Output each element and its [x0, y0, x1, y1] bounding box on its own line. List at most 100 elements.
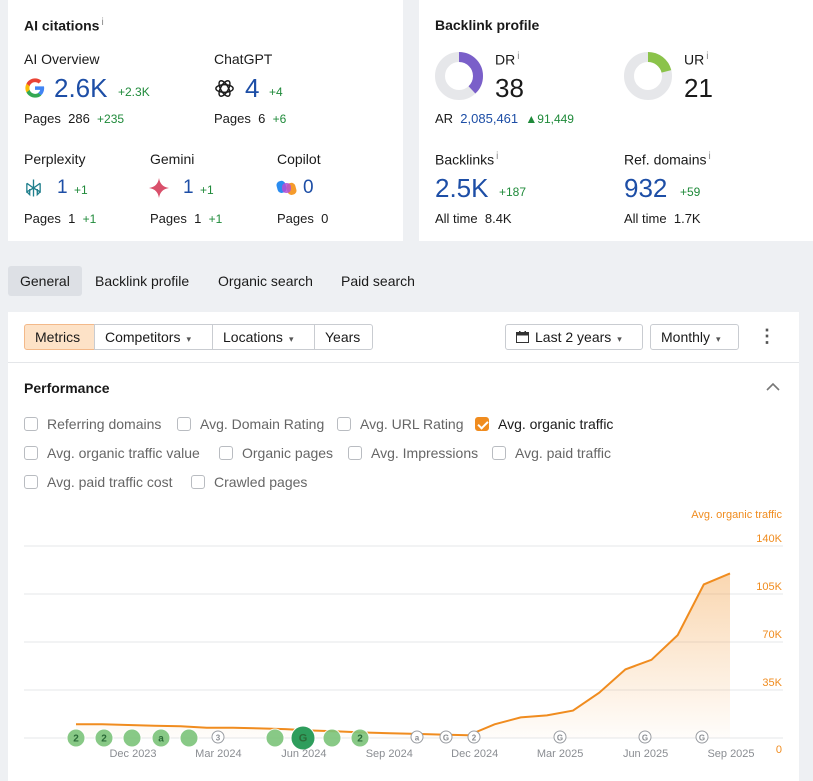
event-marker[interactable]: G	[290, 725, 316, 751]
ai-overview-label: AI Overview	[24, 51, 100, 67]
event-marker-label: a	[158, 734, 164, 745]
performance-title: Performance	[24, 380, 110, 396]
ref-domains-value[interactable]: 932	[624, 173, 668, 203]
x-tick-label: Mar 2024	[195, 748, 241, 760]
chatgpt-value[interactable]: 4	[245, 73, 260, 103]
event-marker[interactable]: a	[410, 730, 424, 744]
event-marker[interactable]	[179, 728, 199, 748]
chatgpt-label: ChatGPT	[214, 51, 273, 67]
tab-organic-search[interactable]: Organic search	[218, 273, 313, 289]
checkbox-avg-impressions[interactable]: Avg. Impressions	[348, 445, 478, 461]
ar-row: AR 2,085,461 ▲91,449	[435, 111, 574, 126]
backlinks-value[interactable]: 2.5K	[435, 173, 489, 203]
checkbox-avg-url-rating[interactable]: Avg. URL Rating	[337, 416, 464, 432]
competitors-dropdown[interactable]: Competitors ▾	[94, 324, 213, 350]
event-marker-label: G	[443, 734, 449, 743]
checkbox[interactable]	[191, 475, 205, 489]
event-marker[interactable]: 2	[350, 728, 370, 748]
gemini-pages: Pages 1 +1	[150, 211, 223, 226]
event-marker[interactable]: G	[553, 730, 567, 744]
dr-donut-chart	[435, 52, 483, 100]
date-range-dropdown[interactable]: Last 2 years ▾	[505, 324, 643, 350]
checkbox[interactable]	[492, 446, 506, 460]
info-icon[interactable]: i	[706, 51, 709, 62]
event-marker-label: 2	[472, 734, 477, 743]
ar-delta: ▲91,449	[525, 112, 574, 126]
metrics-button[interactable]: Metrics	[24, 324, 95, 350]
event-marker[interactable]	[122, 728, 142, 748]
copilot-value[interactable]: 0	[303, 177, 314, 198]
ai-overview-value[interactable]: 2.6K	[54, 73, 108, 103]
gemini-value[interactable]: 1	[183, 177, 194, 198]
checkbox-organic-pages[interactable]: Organic pages	[219, 445, 333, 461]
checkbox[interactable]	[219, 446, 233, 460]
copilot-pages: Pages 0	[277, 211, 329, 226]
tab-paid-search[interactable]: Paid search	[341, 273, 415, 289]
checkbox-avg-paid-traffic-cost[interactable]: Avg. paid traffic cost	[24, 474, 173, 490]
event-marker-label: a	[415, 734, 420, 743]
perplexity-delta: +1	[74, 183, 88, 197]
copilot-label: Copilot	[277, 151, 321, 167]
perplexity-label: Perplexity	[24, 151, 86, 167]
granularity-dropdown[interactable]: Monthly ▾	[650, 324, 739, 350]
checkbox[interactable]	[24, 417, 38, 431]
chatgpt-delta: +4	[269, 85, 283, 99]
event-marker[interactable]: 3	[211, 730, 225, 744]
perplexity-pages: Pages 1 +1	[24, 211, 97, 226]
checkbox[interactable]	[337, 417, 351, 431]
ref-domains-delta: +59	[680, 185, 701, 199]
locations-dropdown[interactable]: Locations ▾	[212, 324, 315, 350]
more-options-icon[interactable]: ⋮	[758, 326, 776, 346]
checkbox-avg-domain-rating[interactable]: Avg. Domain Rating	[177, 416, 324, 432]
event-marker-label: 2	[101, 734, 107, 745]
checkbox[interactable]	[24, 475, 38, 489]
y-tick-label: 0	[776, 744, 782, 756]
x-tick-label: Jun 2024	[281, 748, 326, 760]
checkbox-avg-organic-traffic[interactable]: Avg. organic traffic	[475, 416, 613, 432]
traffic-area	[76, 573, 730, 738]
checkbox-avg-organic-traffic-value[interactable]: Avg. organic traffic value	[24, 445, 200, 461]
checkbox[interactable]	[348, 446, 362, 460]
tab-backlink-profile[interactable]: Backlink profile	[95, 273, 190, 289]
event-marker-label: G	[642, 734, 648, 743]
event-marker-label: 2	[357, 734, 363, 745]
event-marker[interactable]	[322, 728, 342, 748]
checkbox[interactable]	[177, 417, 191, 431]
checkbox-avg-paid-traffic[interactable]: Avg. paid traffic	[492, 445, 611, 461]
perplexity-value[interactable]: 1	[57, 177, 68, 198]
event-marker[interactable]: 2	[66, 728, 86, 748]
info-icon[interactable]: i	[496, 151, 499, 162]
event-marker[interactable]: 2	[467, 730, 481, 744]
chevron-down-icon: ▾	[186, 334, 191, 344]
y-tick-label: 140K	[756, 533, 782, 545]
checkbox[interactable]	[24, 446, 38, 460]
event-marker[interactable]: 2	[94, 728, 114, 748]
x-tick-label: Jun 2025	[623, 748, 668, 760]
event-marker[interactable]: a	[151, 728, 171, 748]
checkbox-referring-domains[interactable]: Referring domains	[24, 416, 161, 432]
ai-overview-delta: +2.3K	[118, 85, 150, 99]
event-marker[interactable]: G	[439, 730, 453, 744]
event-marker[interactable]: G	[695, 730, 709, 744]
x-tick-label: Sep 2024	[366, 748, 413, 760]
collapse-chevron-icon[interactable]	[766, 382, 780, 392]
chatgpt-icon	[215, 80, 234, 97]
ai-overview-pages: Pages 286 +235	[24, 111, 125, 126]
legend-series-label: Avg. organic traffic	[691, 509, 782, 521]
years-button[interactable]: Years	[314, 324, 373, 350]
info-icon[interactable]: i	[708, 151, 711, 162]
checkbox-crawled-pages[interactable]: Crawled pages	[191, 474, 307, 490]
backlinks-all-time: All time 8.4K	[435, 211, 512, 226]
checkbox-checked[interactable]	[475, 417, 489, 431]
organic-traffic-chart[interactable]: Avg. organic traffic 0 35K 70K 105K 140K 2 2 a…	[0, 500, 813, 781]
event-marker-label: 2	[73, 734, 79, 745]
chatgpt-pages: Pages 6 +6	[214, 111, 287, 126]
traffic-line	[76, 572, 731, 737]
event-marker[interactable]	[265, 728, 285, 748]
gemini-delta: +1	[200, 183, 214, 197]
ar-value[interactable]: 2,085,461	[460, 111, 519, 126]
info-icon[interactable]: i	[101, 17, 104, 28]
tab-general[interactable]: General	[8, 266, 82, 296]
info-icon[interactable]: i	[517, 51, 520, 62]
event-marker[interactable]: G	[638, 730, 652, 744]
